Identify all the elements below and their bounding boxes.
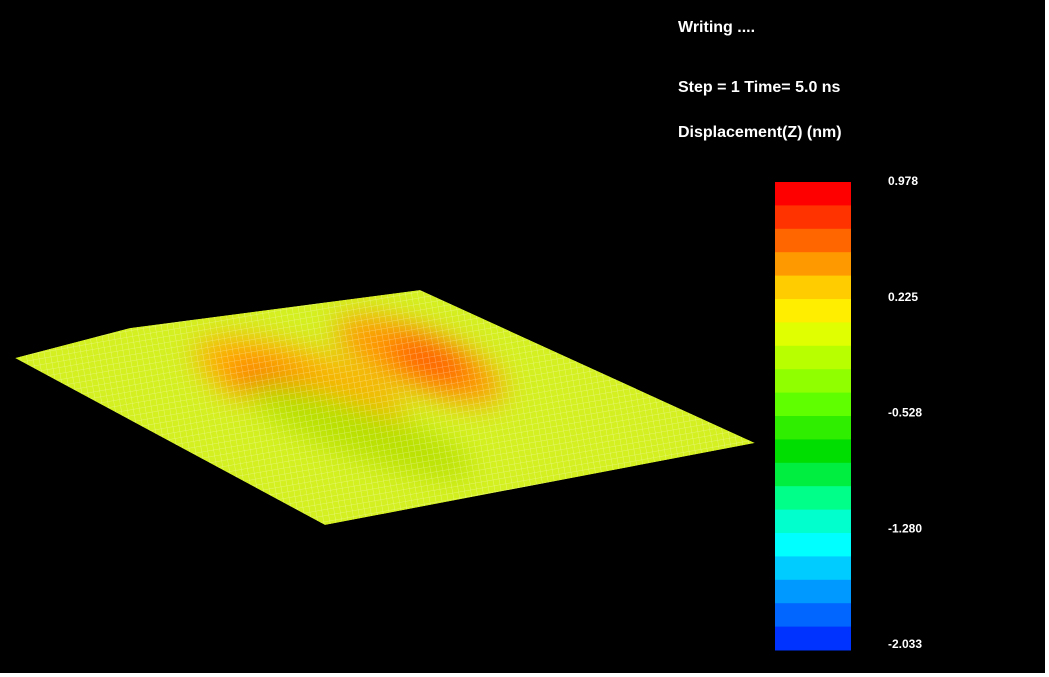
colorbar-label: 0.978 bbox=[888, 174, 918, 188]
quantity-text: Displacement(Z) (nm) bbox=[678, 124, 842, 141]
colorbar-band bbox=[775, 276, 851, 300]
step-text: Step = 1 Time= 5.0 ns bbox=[678, 79, 841, 96]
colorbar-label: -0.528 bbox=[888, 406, 922, 420]
viewport: Writing .... Step = 1 Time= 5.0 ns Displ… bbox=[0, 0, 1049, 677]
colorbar-band bbox=[775, 556, 851, 580]
colorbar-band bbox=[775, 510, 851, 534]
colorbar-band bbox=[775, 393, 851, 417]
colorbar-band bbox=[775, 627, 851, 651]
colorbar-label: 0.225 bbox=[888, 290, 918, 304]
colorbar-band bbox=[775, 369, 851, 393]
colorbar-band bbox=[775, 416, 851, 440]
colorbar-band bbox=[775, 205, 851, 229]
colorbar-band bbox=[775, 299, 851, 323]
colorbar-label: -1.280 bbox=[888, 521, 922, 535]
colorbar-band bbox=[775, 252, 851, 276]
colorbar-band bbox=[775, 603, 851, 627]
colorbar-band bbox=[775, 182, 851, 206]
colorbar-band bbox=[775, 463, 851, 487]
status-text: Writing .... bbox=[678, 19, 755, 36]
colorbar-band bbox=[775, 439, 851, 463]
colorbar-band bbox=[775, 229, 851, 253]
colorbar-band bbox=[775, 580, 851, 604]
colorbar-band bbox=[775, 486, 851, 510]
colorbar-label: -2.033 bbox=[888, 637, 922, 651]
colorbar-band bbox=[775, 533, 851, 557]
colorbar-band bbox=[775, 346, 851, 370]
colorbar-band bbox=[775, 322, 851, 346]
